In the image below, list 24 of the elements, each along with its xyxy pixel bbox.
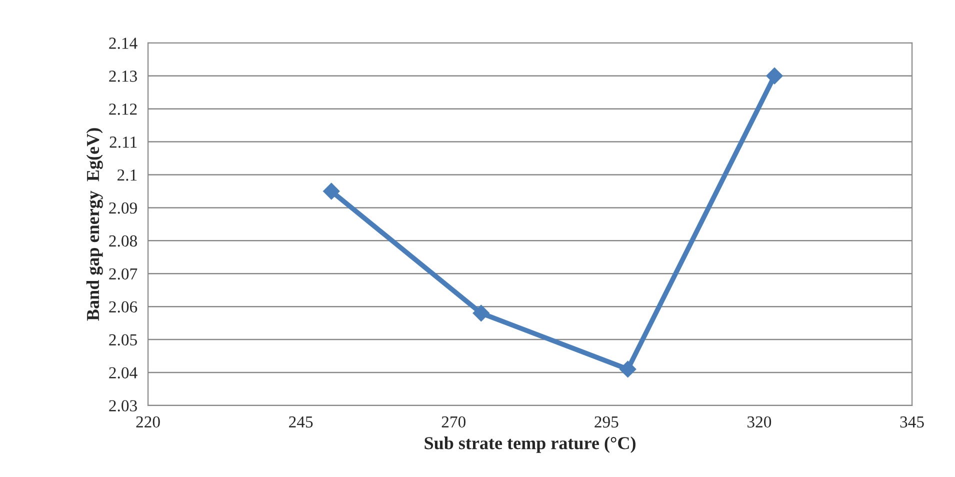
x-tick-label: 270 [442,416,466,428]
y-tick-label: 2.06 [109,301,138,313]
point [472,304,490,322]
y-tick-label: 2.03 [109,400,137,412]
y-tick-label: 2.1 [118,170,137,181]
y-tick-label: 2.07 [109,268,138,280]
y-tick-label: 2.08 [109,235,137,247]
y-tick-label: 2.04 [109,367,138,379]
point [766,68,783,84]
x-tick-label: 245 [289,416,313,428]
point [323,182,340,200]
x-axis-title: Sub strate temp rature (°C) [424,436,636,453]
x-tick-label: 295 [594,416,618,428]
y-tick-label: 2.12 [109,104,137,115]
x-tick-label: 345 [900,416,924,428]
x-tick-label: 220 [136,416,160,428]
y-tick-label: 2.11 [110,136,137,148]
y-tick-label: 2.13 [109,70,137,82]
point [619,360,636,378]
y-tick-label: 2.14 [109,38,138,49]
y-tick-label: 2.05 [109,334,137,346]
x-tick-label: 320 [748,416,772,428]
y-axis-title: Band gap energy Eg(eV) [86,128,103,321]
y-tick-label: 2.09 [109,202,137,214]
